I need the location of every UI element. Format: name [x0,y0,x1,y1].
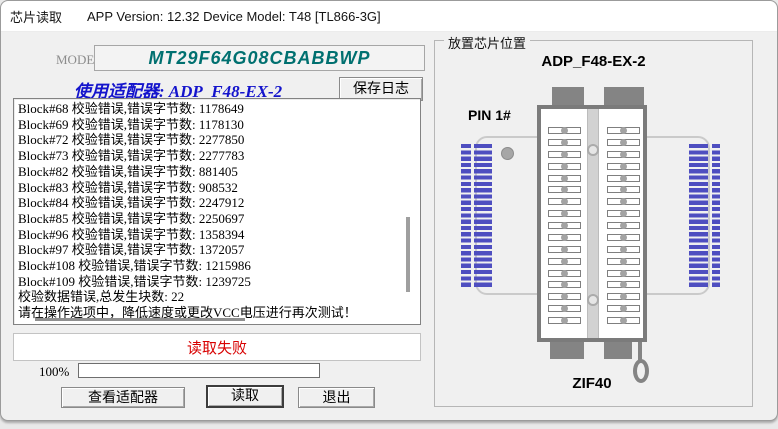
socket-screw-bottom [587,294,599,306]
log-line: Block#83 校验错误,错误字节数: 908532 [18,179,238,195]
socket-top-tab-left [552,87,584,106]
log-line: Block#82 校验错误,错误字节数: 881405 [18,163,238,179]
log-line: Block#85 校验错误,错误字节数: 2250697 [18,210,245,226]
right-pin-slots [607,127,640,324]
pin-slot [548,233,581,241]
pin-slot [548,222,581,229]
pin-slot [607,210,640,218]
zif-socket [537,105,647,342]
log-line: 校验数据错误,总发生块数: 22 [18,289,185,305]
log-line: Block#97 校验错误,错误字节数: 1372057 [18,242,245,258]
model-box: MT29F64G08CBABBWP [94,45,425,71]
pin-slot [548,162,581,170]
zif-lever-handle [633,359,649,383]
pin-slot [607,186,640,194]
left-pin-slots [548,127,581,324]
log-line: Block#84 校验错误,错误字节数: 2247912 [18,195,245,211]
chip-placement-title: 放置芯片位置 [444,33,531,52]
socket-type-label: ZIF40 [572,375,612,392]
socket-screw-top [587,144,599,156]
pin-slot [607,233,640,241]
socket-top-tab-right [604,87,644,106]
progress-percent-label: 100% [39,364,70,379]
adapter-name-label: ADP_F48-EX-2 [541,53,646,70]
pin-slot [607,305,640,313]
pin-slot [607,269,640,277]
log-line: 请在操作选项中，降低速度或更改VCC电压进行再次测试！ [18,305,357,321]
log-output[interactable]: Block#68 校验错误,错误字节数: 1178649 Block#69 校验… [13,98,421,325]
pin-slot [548,317,581,324]
pin-slot [607,317,640,324]
pin-slot [607,198,640,206]
horizontal-scrollbar-thumb[interactable] [35,318,245,321]
pin1-marker-dot [501,147,514,160]
model-label: MODEL: [56,52,106,67]
adapter-in-use-label: 使用适配器: ADP_F48-EX-2 [73,82,283,101]
socket-center-rail [587,109,599,338]
pin-slot [548,269,581,277]
progress-bar [78,363,320,378]
pin-slot [607,245,640,253]
pin-slot [607,174,640,182]
pin-strip-right-inner [689,144,708,287]
chip-placement-group: 放置芯片位置 ADP_F48-EX-2 PIN 1# ZIF40 [434,33,753,407]
pin-strip-left-outer [461,144,471,287]
pin-slot [548,281,581,289]
pin-strip-right-outer [712,144,720,287]
log-line: Block#72 校验错误,错误字节数: 2277850 [18,132,245,148]
model-value: MT29F64G08CBABBWP [148,47,371,68]
pin-slot [548,174,581,182]
window-title: 芯片读取 [10,9,63,25]
read-button[interactable]: 读取 [206,385,284,408]
log-line: Block#96 校验错误,错误字节数: 1358394 [18,226,245,242]
status-box: 读取失败 [13,333,421,361]
app-version-info: APP Version: 12.32 Device Model: T48 [TL… [87,8,381,24]
pin-slot [548,210,581,218]
pin-slot [607,127,640,134]
pin-slot [548,198,581,206]
log-line: Block#108 校验错误,错误字节数: 1215986 [18,258,251,274]
pin-slot [607,257,640,265]
pin-slot [548,186,581,194]
socket-bottom-tab-left [550,342,584,359]
pin-slot [548,150,581,158]
exit-button[interactable]: 退出 [298,387,375,408]
pin-slot [548,293,581,301]
pin-slot [607,162,640,170]
save-log-button[interactable]: 保存日志 [339,77,423,101]
log-line: Block#68 校验错误,错误字节数: 1178649 [18,101,244,116]
pin-slot [548,305,581,313]
vertical-scrollbar-thumb[interactable] [406,217,410,292]
read-failed-status: 读取失败 [186,340,247,357]
pin-slot [548,138,581,146]
pin1-label: PIN 1# [468,107,511,123]
pin-slot [607,222,640,229]
pin-slot [548,257,581,265]
pin-strip-left-inner [474,144,492,287]
pin-slot [607,293,640,301]
log-line: Block#109 校验错误,错误字节数: 1239725 [18,273,251,289]
zif-lever-stem [638,342,642,362]
pin-slot [607,281,640,289]
pin-slot [548,245,581,253]
view-adapter-button[interactable]: 查看适配器 [61,387,185,408]
log-line: Block#73 校验错误,错误字节数: 2277783 [18,148,245,164]
pin-slot [548,127,581,134]
socket-bottom-tab-right [604,342,632,359]
pin-slot [607,150,640,158]
log-line: Block#69 校验错误,错误字节数: 1178130 [18,116,244,132]
title-bar: 芯片读取 APP Version: 12.32 Device Model: T4… [1,1,777,32]
pin-slot [607,138,640,146]
